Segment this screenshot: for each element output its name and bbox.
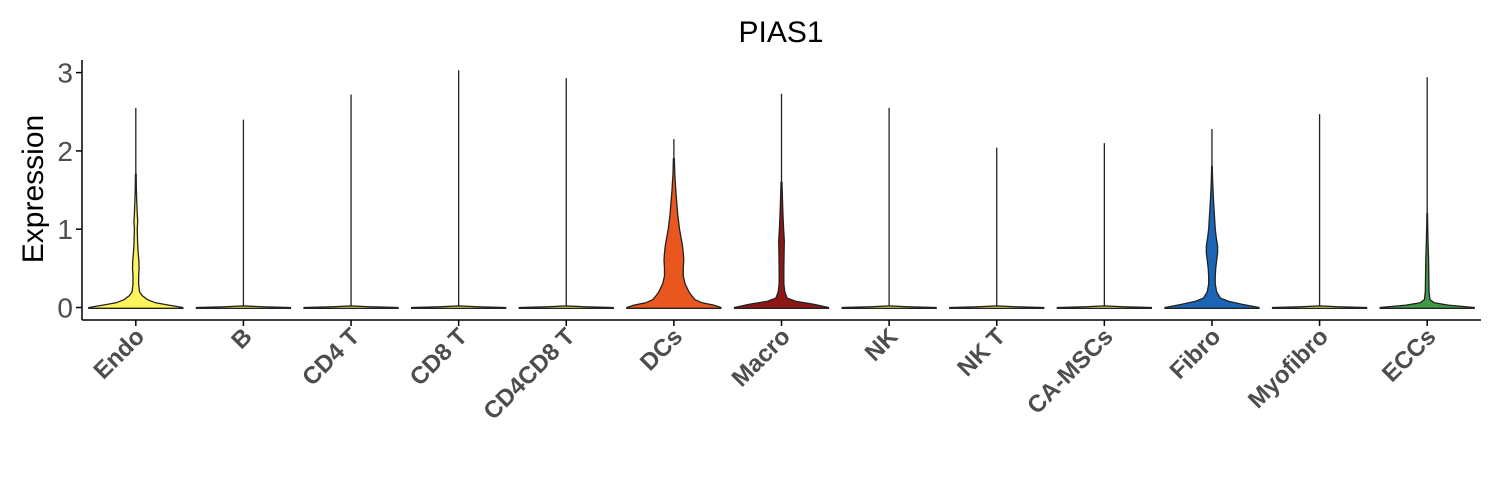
- x-tick-label: ECCs: [1377, 323, 1441, 387]
- y-tick-label: 0: [57, 293, 73, 324]
- violin-group: [88, 70, 1475, 309]
- y-axis-label: Expression: [17, 115, 50, 263]
- x-tick-label: CD4CD8 T: [478, 323, 580, 425]
- chart-title: PIAS1: [738, 16, 823, 49]
- violin-nk: [841, 305, 937, 309]
- x-tick-label: CD4 T: [297, 323, 365, 391]
- violin-fibro: [1164, 165, 1260, 309]
- x-tick-label: DCs: [635, 323, 688, 376]
- violin-macro: [733, 181, 830, 309]
- violin-myofibro: [1271, 305, 1368, 309]
- violin-cd4-t: [303, 305, 399, 309]
- x-tick-label: NK T: [952, 323, 1011, 382]
- x-tick-label: CA-MSCs: [1022, 323, 1118, 419]
- violin-ca-mscs: [1056, 305, 1152, 309]
- violin-cd8-t: [411, 305, 507, 309]
- violin-b: [195, 305, 292, 309]
- x-tick-label: B: [226, 323, 257, 354]
- violin-dcs: [626, 158, 722, 309]
- x-tick-label: NK: [860, 323, 904, 367]
- y-tick-label: 3: [57, 58, 73, 89]
- violin-eccs: [1379, 212, 1475, 309]
- x-tick-label: Macro: [727, 323, 796, 392]
- y-axis-ticks: 0 1 2 3: [57, 58, 82, 324]
- y-tick-label: 1: [57, 214, 73, 245]
- violin-nk-t: [949, 305, 1045, 309]
- x-tick-label: CD8 T: [405, 323, 473, 391]
- violin-endo: [88, 173, 184, 309]
- y-tick-label: 2: [57, 136, 73, 167]
- x-axis-ticks: Endo B CD4 T CD8 T CD4CD8 T DCs Macro NK NK T CA-…: [89, 320, 1441, 425]
- violin-cd4cd8-t: [518, 305, 614, 309]
- x-tick-label: Fibro: [1165, 323, 1227, 385]
- x-tick-label: Myofibro: [1243, 323, 1334, 414]
- x-tick-label: Endo: [89, 323, 151, 385]
